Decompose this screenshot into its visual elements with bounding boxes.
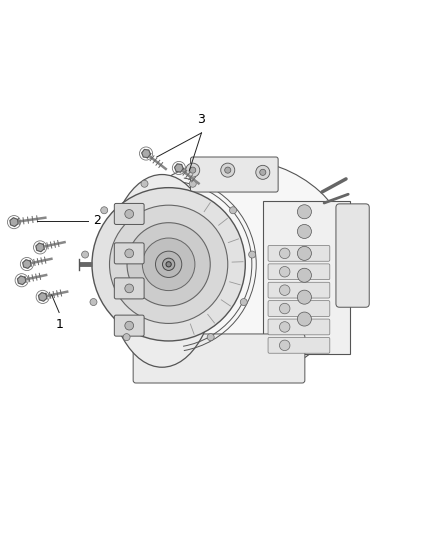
FancyBboxPatch shape [268,301,330,317]
Text: 3: 3 [198,114,205,126]
Circle shape [225,167,231,173]
Circle shape [125,249,134,258]
Circle shape [221,163,235,177]
Circle shape [279,285,290,295]
FancyBboxPatch shape [114,243,144,264]
Polygon shape [18,276,26,285]
Circle shape [297,224,311,238]
Circle shape [142,238,195,290]
Circle shape [162,258,175,270]
Circle shape [297,312,311,326]
Circle shape [297,246,311,260]
FancyBboxPatch shape [268,282,330,298]
Ellipse shape [107,174,217,367]
Polygon shape [36,243,44,252]
Circle shape [141,180,148,187]
FancyBboxPatch shape [268,319,330,335]
Circle shape [249,251,256,258]
Circle shape [92,188,245,341]
Circle shape [123,334,130,341]
Circle shape [81,251,88,258]
Circle shape [279,340,290,351]
Circle shape [101,207,108,214]
Circle shape [189,180,196,187]
FancyBboxPatch shape [268,264,330,280]
FancyBboxPatch shape [191,157,278,192]
Circle shape [125,209,134,219]
Circle shape [90,298,97,305]
Text: 1: 1 [55,318,63,331]
Circle shape [279,322,290,332]
Circle shape [166,262,171,267]
FancyBboxPatch shape [114,278,144,299]
Circle shape [125,321,134,330]
FancyBboxPatch shape [268,337,330,353]
Circle shape [297,205,311,219]
Polygon shape [142,149,150,158]
Circle shape [256,165,270,179]
Polygon shape [175,164,183,172]
Circle shape [279,248,290,259]
Circle shape [297,290,311,304]
FancyBboxPatch shape [263,201,350,354]
Polygon shape [39,293,47,301]
Circle shape [190,167,196,173]
Circle shape [279,266,290,277]
Polygon shape [10,218,18,227]
Circle shape [110,205,228,324]
FancyBboxPatch shape [268,246,330,261]
Circle shape [230,207,237,214]
Circle shape [240,298,247,305]
Circle shape [125,284,134,293]
FancyBboxPatch shape [114,315,144,336]
Circle shape [186,163,200,177]
Circle shape [279,303,290,314]
Circle shape [297,268,311,282]
FancyBboxPatch shape [336,204,369,307]
Circle shape [207,334,214,341]
Circle shape [260,169,266,175]
Circle shape [155,251,182,278]
Polygon shape [23,260,31,268]
Ellipse shape [114,159,355,378]
Text: 2: 2 [93,214,101,227]
FancyBboxPatch shape [133,334,305,383]
Circle shape [127,223,210,306]
FancyBboxPatch shape [114,204,144,224]
